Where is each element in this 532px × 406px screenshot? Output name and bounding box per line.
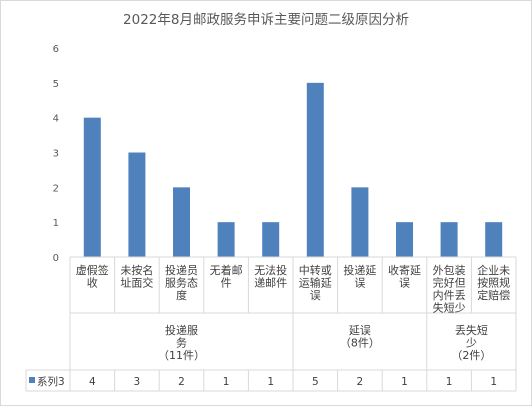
category-label: 误 [399,277,410,290]
y-tick-label: 1 [53,218,59,229]
y-tick-label: 5 [53,79,59,90]
category-label: 企业未 [477,263,510,277]
category-label: 内件丢 [433,288,466,302]
category-label: 投递延 [343,263,376,277]
table-value: 3 [134,376,141,388]
category-label: 失短少 [433,301,466,315]
group-label: （8件） [340,337,380,350]
legend-key [29,377,35,383]
category-label: 中转或 [299,263,332,277]
bar [306,82,324,257]
bar [485,222,503,257]
y-tick-label: 6 [53,44,59,55]
category-label: 无着邮 [210,263,243,277]
group-label: 少 [466,337,477,350]
group-label: 延误 [349,324,371,337]
group-label: （2件） [451,349,491,362]
category-label: 无法投 [254,263,287,277]
y-tick-label: 2 [53,183,59,194]
group-label: （11件） [158,349,205,362]
category-label: 件 [221,277,232,290]
table-value: 4 [89,376,96,388]
category-label: 投递员 [165,263,198,277]
bar [396,222,413,257]
y-tick-label: 4 [53,114,59,125]
table-value: 1 [267,376,274,388]
group-label: 投递服 [165,323,198,337]
category-label: 虚假签 [76,263,109,277]
category-label: 误 [310,289,321,302]
category-label: 未按名 [120,263,153,277]
chart-title: 2022年8月邮政服务申诉主要问题二级原因分析 [123,12,409,28]
category-label: 完好但 [433,276,466,290]
category-label: 定赔偿 [477,288,510,302]
category-label: 按照规 [477,276,510,290]
table-value: 2 [357,376,364,388]
y-tick-label: 0 [53,253,59,264]
table-value: 5 [312,376,319,388]
bar [83,117,101,258]
category-label: 运输延 [299,276,332,290]
bar [217,222,235,257]
category-label: 外包装 [433,264,466,277]
table-value: 1 [223,376,230,388]
table-value: 2 [178,376,185,388]
bar [351,187,369,257]
bar [262,222,280,257]
category-label: 递邮件 [254,276,287,290]
category-label: 服务态 [165,277,198,290]
legend-label: 系列3 [37,375,65,388]
category-label: 误 [354,277,365,290]
category-label: 收寄延 [388,263,421,277]
bar [440,222,458,257]
bar [173,187,190,257]
table-value: 1 [490,376,497,388]
group-label: 丢失短 [455,323,488,337]
y-tick-label: 3 [53,149,59,160]
category-label: 收 [87,276,98,290]
table-value: 1 [401,376,408,388]
bar [128,152,146,257]
category-label: 度 [176,288,187,302]
table-value: 1 [446,376,453,388]
group-label: 务 [176,337,187,350]
category-label: 址面交 [120,276,153,290]
